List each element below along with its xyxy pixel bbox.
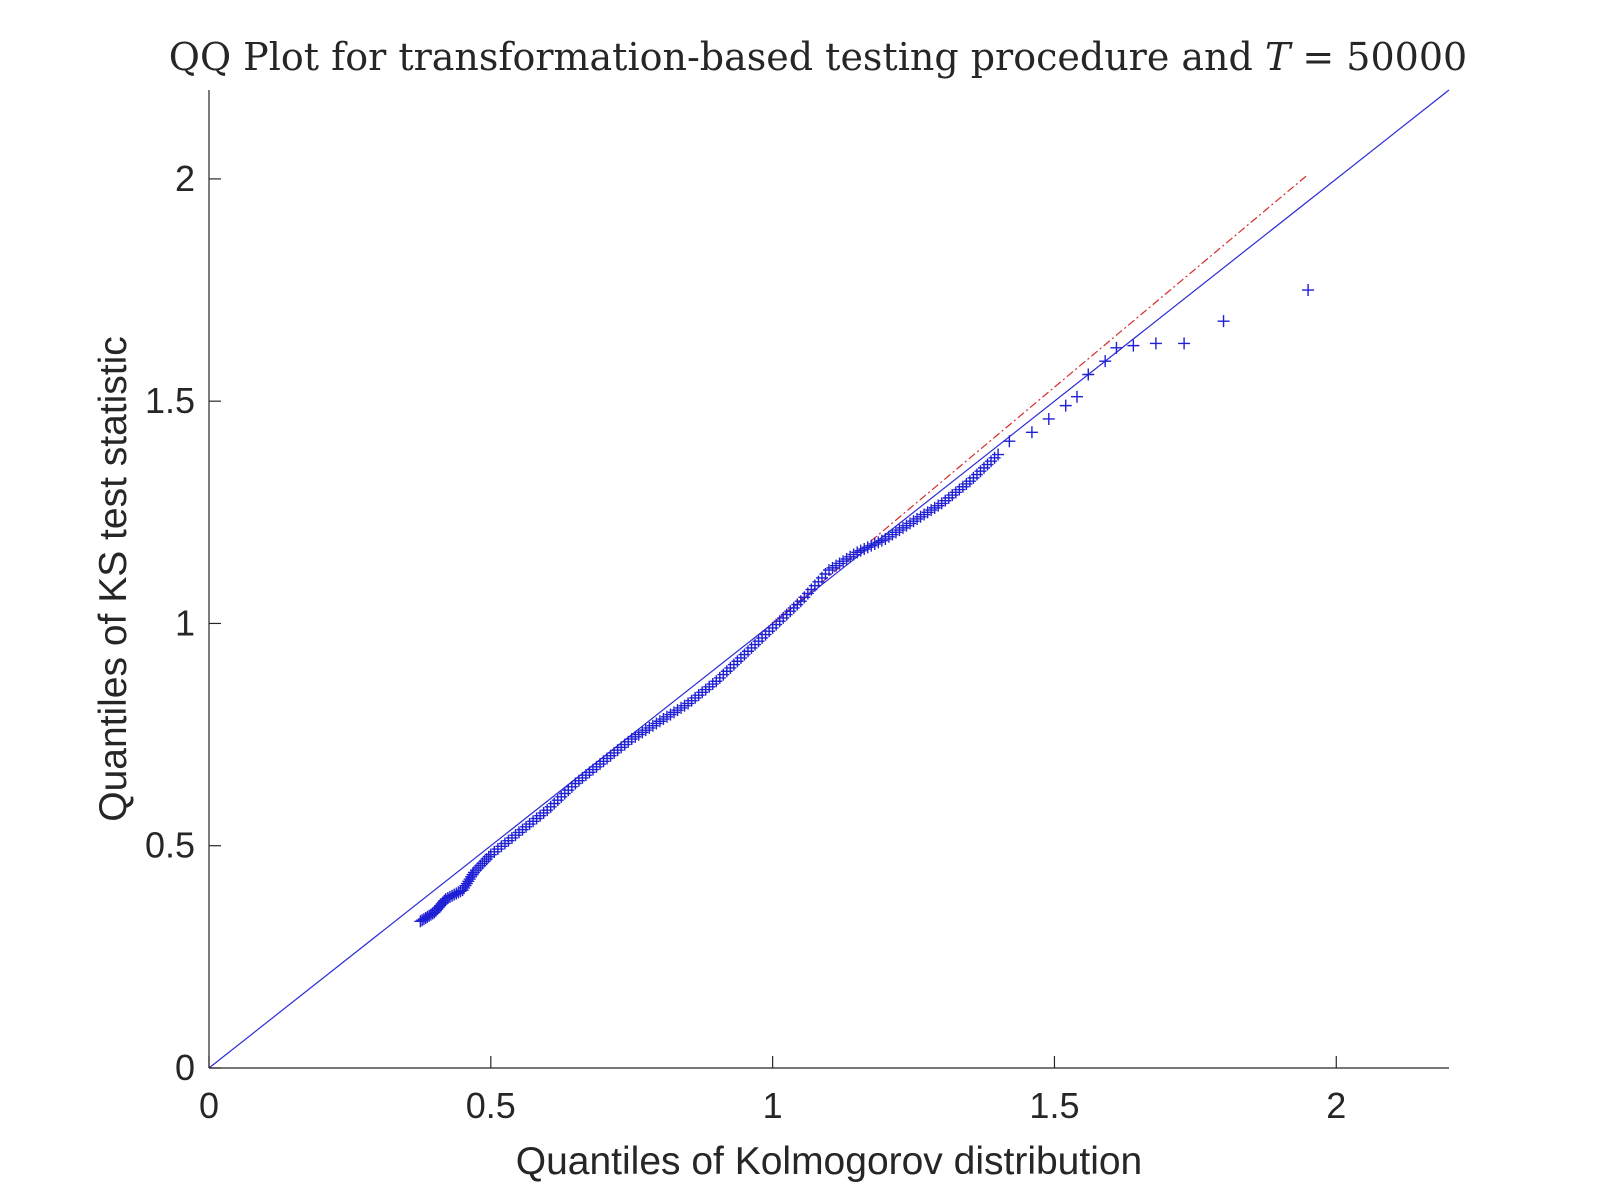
x-tick-label-0: 0 [199,1085,219,1126]
qq-point-fill-34 [482,850,495,863]
chart-title-suffix: = 50000 [1290,35,1467,79]
chart-title-symbol: T [1265,35,1293,79]
qq-point-fill-76 [650,717,663,730]
qq-point-fill-90 [706,678,719,691]
qq-tail-point-6 [1099,355,1112,368]
qq-tail-point-0 [1003,435,1016,448]
qq-tail-point-3 [1059,399,1072,412]
axis-ticks: 0 0.5 1 1.5 2 0 0.5 1 1.5 2 [145,158,1346,1126]
qq-point-fill-111 [791,598,804,611]
qq-point-fill-146 [932,499,945,512]
qq-point-fill-104 [763,625,776,638]
qq-tail-point-11 [1217,315,1230,328]
x-tick-label-3: 1.5 [1029,1085,1079,1126]
qq-tail-point-9 [1149,337,1162,350]
qq-point-fill-26 [465,870,478,883]
qq-point-fill-41 [509,829,522,842]
qq-tail-point-7 [1110,341,1123,354]
qq-point-fill-160 [988,451,1001,464]
qq-point-fill-139 [904,517,917,530]
data-points [414,284,1315,928]
x-tick-label-4: 2 [1326,1085,1346,1126]
qq-point-fill-48 [537,806,550,819]
chart-title: QQ Plot for transformation-based testing… [169,35,1467,79]
x-tick-label-2: 1 [763,1085,783,1126]
y-tick-label-2: 1 [175,602,195,643]
qq-point-fill-125 [847,548,860,561]
qq-point-fill-132 [875,534,888,547]
reference-line [208,89,1450,1069]
qq-tail-point-1 [1025,426,1038,439]
chart-title-prefix: QQ Plot for transformation-based testing… [169,35,1265,79]
x-tick-label-1: 0.5 [466,1085,516,1126]
qq-tail-point-4 [1071,390,1083,403]
qq-point-fill-153 [960,477,973,490]
plot-area: 0 0.5 1 1.5 2 0 0.5 1 1.5 2 [145,89,1450,1126]
qq-tail-point-8 [1127,339,1140,352]
qq-point-fill-118 [819,567,832,580]
qq-point-fill-83 [678,699,691,712]
qq-tail-point-10 [1178,337,1191,350]
y-tick-label-0: 0 [175,1047,195,1088]
qq-tail-point-5 [1082,368,1095,381]
qq-tail-point-12 [1302,284,1315,297]
qq-point-fill-69 [622,735,635,748]
y-tick-label-3: 1.5 [145,380,195,421]
qq-point-fill-62 [594,758,607,771]
y-tick-label-1: 0.5 [145,825,195,866]
y-tick-label-4: 2 [175,158,195,199]
x-axis-label: Quantiles of Kolmogorov distribution [516,1140,1143,1183]
qq-point-fill-33 [480,853,493,866]
y-axis-label: Quantiles of KS test statistic [92,336,135,822]
qq-point-fill-55 [565,780,578,793]
qq-point-fill-97 [734,651,747,664]
qq-tail-point-2 [1042,412,1055,425]
